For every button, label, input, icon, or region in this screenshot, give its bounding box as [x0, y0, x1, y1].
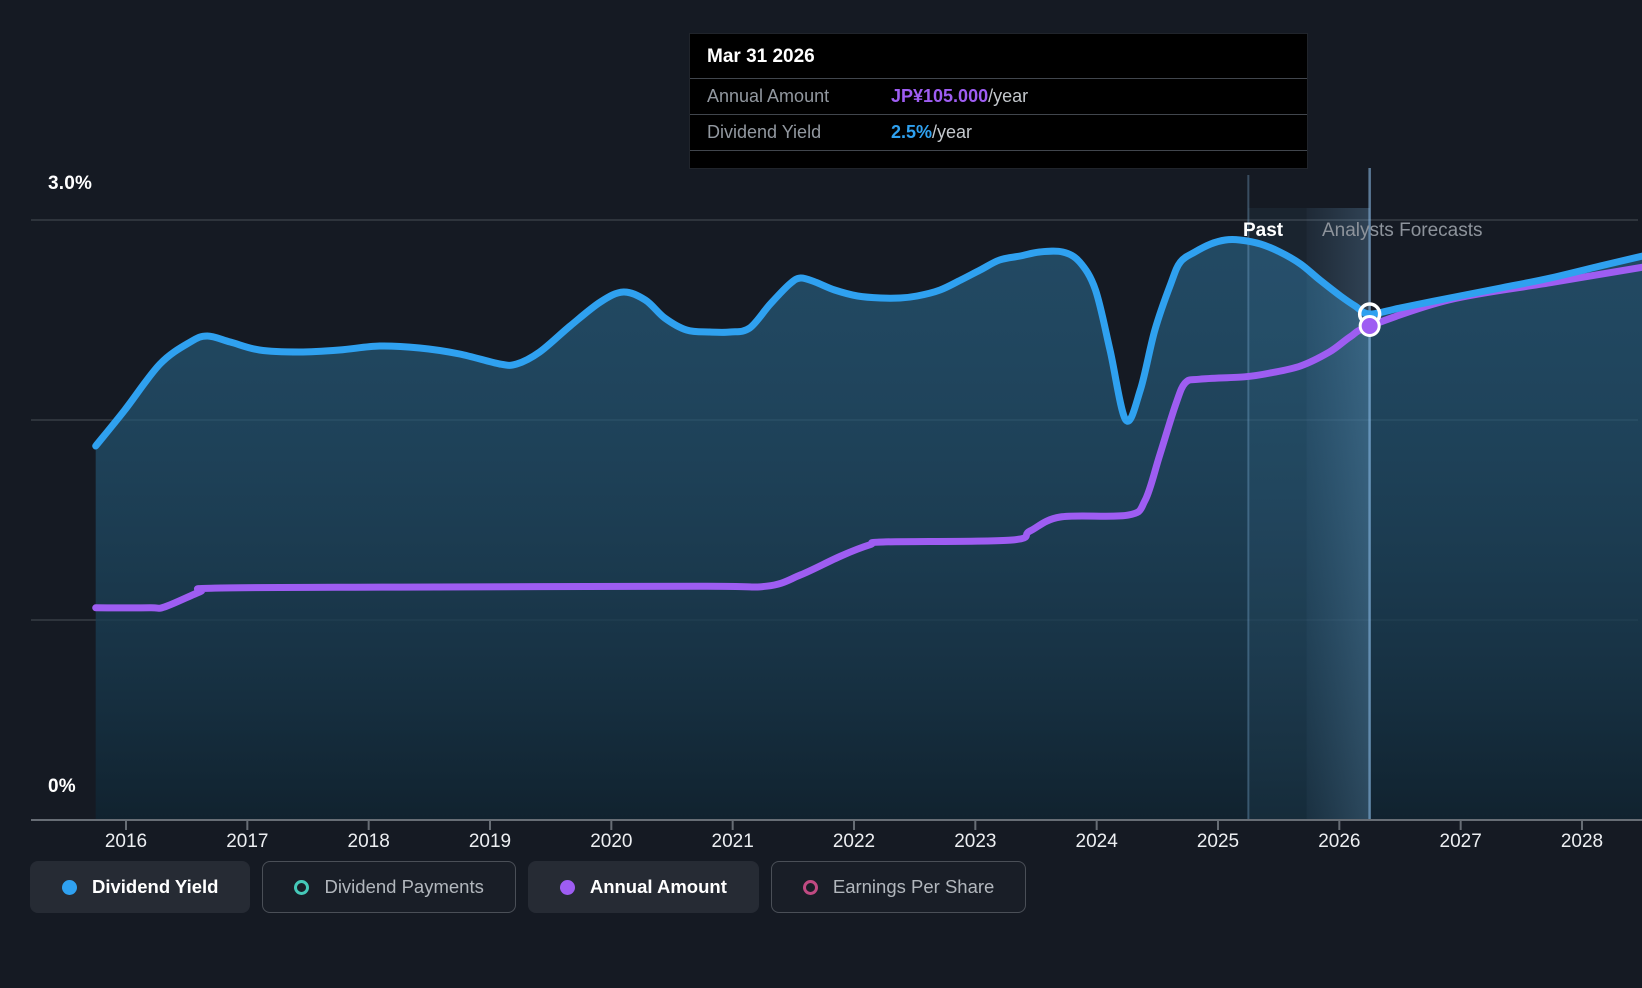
- legend-item-dividend-payments[interactable]: Dividend Payments: [262, 861, 516, 913]
- y-axis-label-top: 3.0%: [48, 173, 93, 194]
- filled-dot-icon: [559, 879, 575, 895]
- tooltip-label: Annual Amount: [707, 86, 830, 106]
- legend-item-label: Dividend Payments: [324, 876, 484, 897]
- x-axis-label-2023: 2023: [954, 831, 997, 852]
- x-axis-label-2016: 2016: [104, 831, 148, 852]
- x-axis-label-2020: 2020: [590, 831, 633, 852]
- dividend-yield-line: [92, 235, 1642, 450]
- tooltip-label: Dividend Yield: [707, 122, 822, 142]
- legend-item-annual-amount[interactable]: Annual Amount: [527, 861, 759, 913]
- fiscal-year-band: [1248, 208, 1307, 820]
- hover-marker-annual-amount: [1358, 315, 1381, 337]
- tooltip-suffix: /year: [988, 86, 1029, 106]
- past-region-label: Past: [1243, 220, 1284, 241]
- legend-item-dividend-yield[interactable]: Dividend Yield: [30, 861, 251, 913]
- chart-legend: Dividend Yield Dividend Payments Annual Am…: [30, 861, 1027, 913]
- x-axis-label-2022: 2022: [832, 831, 876, 852]
- x-axis-label-2017: 2017: [226, 831, 269, 852]
- x-axis-label-2021: 2021: [711, 831, 754, 852]
- tooltip-value: 2.5%: [891, 122, 933, 142]
- dividend-yield-area: [95, 239, 1642, 820]
- chart-tooltip: Mar 31 2026 Annual Amount JP¥105.000/yea…: [689, 33, 1308, 169]
- tooltip-row-dividend-yield: Dividend Yield 2.5%/year: [690, 115, 1307, 151]
- forecast-region-label: Analysts Forecasts: [1322, 220, 1483, 241]
- tooltip-value: JP¥105.000: [891, 86, 989, 106]
- x-axis-label-2028: 2028: [1560, 831, 1604, 852]
- hover-highlight-band: [1306, 208, 1370, 820]
- tooltip-date: Mar 31 2026: [690, 34, 1307, 79]
- open-ring-icon: [294, 879, 310, 895]
- legend-item-label: Earnings Per Share: [832, 876, 995, 897]
- x-axis-label-2024: 2024: [1075, 831, 1118, 852]
- y-axis-label-bottom: 0%: [48, 776, 76, 797]
- open-ring-icon: [802, 879, 818, 895]
- legend-item-earnings-per-share[interactable]: Earnings Per Share: [770, 861, 1027, 913]
- x-axis-label-2019: 2019: [468, 831, 512, 852]
- legend-item-label: Annual Amount: [589, 876, 727, 897]
- x-axis-label-2026: 2026: [1318, 831, 1361, 852]
- x-axis-label-2018: 2018: [347, 831, 390, 852]
- x-axis-label-2027: 2027: [1439, 831, 1482, 852]
- x-axis-label-2025: 2025: [1196, 831, 1240, 852]
- tooltip-suffix: /year: [932, 122, 973, 142]
- filled-dot-icon: [62, 879, 77, 895]
- tooltip-row-annual-amount: Annual Amount JP¥105.000/year: [690, 79, 1307, 115]
- legend-item-label: Dividend Yield: [92, 876, 219, 897]
- annual-amount-line: [92, 263, 1642, 612]
